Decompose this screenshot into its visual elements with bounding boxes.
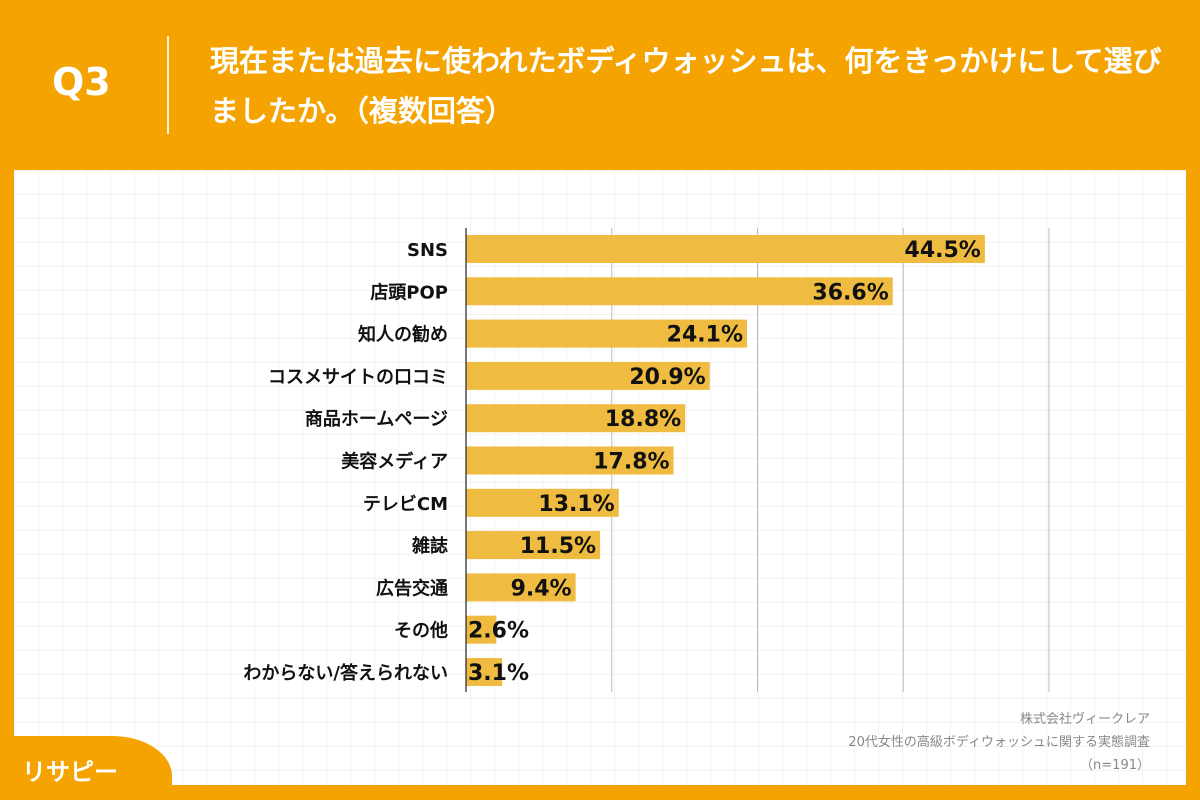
data-label: 36.6% — [812, 280, 888, 305]
category-label: 店頭POP — [370, 281, 448, 303]
data-label: 11.5% — [520, 534, 596, 559]
bar — [466, 488, 619, 517]
category-label: その他 — [394, 620, 448, 642]
sample-size: （n=191） — [1080, 758, 1150, 773]
source-survey: 20代女性の高級ボディウォッシュに関する実態調査 — [848, 735, 1150, 750]
category-label: SNS — [407, 240, 448, 261]
source-note: 株式会社ヴィークレア 20代女性の高級ボディウォッシュに関する実態調査 （n=1… — [848, 708, 1150, 777]
bar — [466, 446, 674, 475]
category-label: わからない/答えられない — [243, 662, 448, 684]
bar — [466, 404, 686, 433]
category-label: 知人の勧め — [358, 324, 448, 346]
bar — [466, 277, 893, 306]
question-title: 現在または過去に使われたボディウォッシュは、何をきっかけにして選びましたか。（複… — [210, 44, 1162, 128]
bar — [466, 658, 503, 686]
data-label: 13.1% — [538, 492, 614, 517]
bar — [466, 573, 576, 602]
bar — [466, 361, 710, 390]
data-label: 44.5% — [905, 238, 981, 263]
data-label: 20.9% — [629, 365, 705, 390]
category-label: 雑誌 — [411, 535, 448, 557]
data-label: 18.8% — [605, 407, 681, 432]
category-label: コスメサイトの口コミ — [268, 367, 448, 388]
category-label: 商品ホームページ — [305, 408, 448, 430]
bar — [466, 235, 985, 263]
divider — [167, 36, 169, 134]
category-label: 美容メディア — [341, 451, 448, 473]
chart-card — [14, 170, 1186, 785]
data-label: 2.6% — [468, 619, 529, 644]
bar — [466, 615, 497, 644]
category-label: テレビCM — [363, 494, 448, 515]
data-label: 24.1% — [667, 323, 743, 348]
data-label: 17.8% — [593, 450, 669, 475]
logo: リサピー — [0, 736, 172, 800]
data-label: 3.1% — [468, 661, 529, 686]
bar — [466, 531, 601, 560]
source-company: 株式会社ヴィークレア — [1019, 712, 1150, 727]
logo-text: リサピー — [22, 758, 118, 786]
bar — [466, 319, 748, 348]
category-label: 広告交通 — [376, 577, 448, 599]
data-label: 9.4% — [511, 576, 572, 601]
question-number: Q3 — [52, 60, 111, 104]
